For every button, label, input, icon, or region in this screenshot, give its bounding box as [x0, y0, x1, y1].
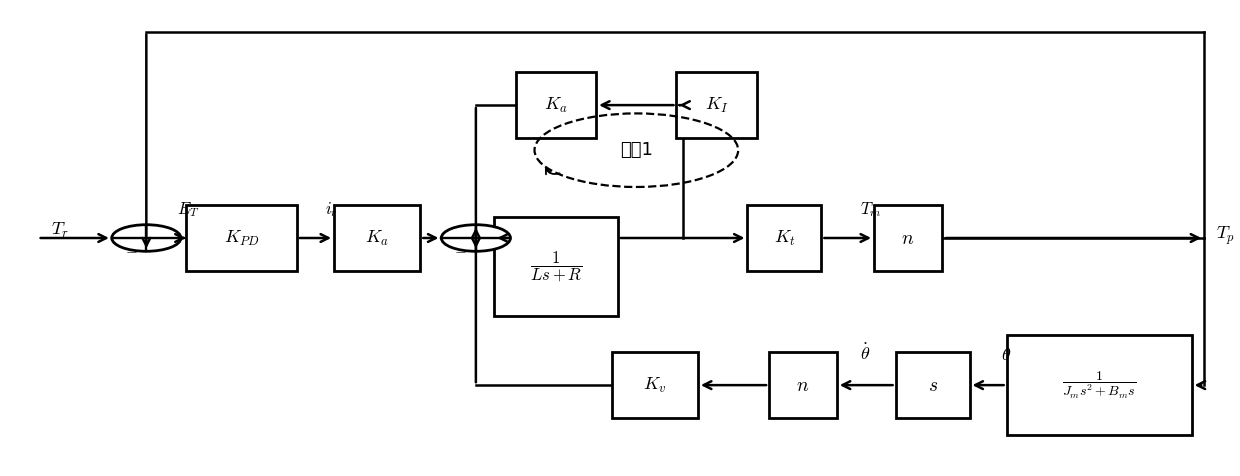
Text: $T_m$: $T_m$ [861, 200, 882, 219]
Text: $n$: $n$ [901, 228, 914, 248]
Text: $K_a$: $K_a$ [544, 96, 568, 115]
Text: 闭环1: 闭环1 [620, 141, 652, 159]
Text: $-$: $-$ [454, 242, 466, 257]
Text: $E_T$: $E_T$ [177, 200, 200, 219]
FancyBboxPatch shape [1007, 335, 1192, 435]
Text: $\theta$: $\theta$ [1002, 346, 1012, 364]
Text: $i_r$: $i_r$ [325, 200, 337, 219]
Text: $K_{PD}$: $K_{PD}$ [223, 228, 259, 248]
Text: $\dfrac{1}{J_m s^2+B_m s}$: $\dfrac{1}{J_m s^2+B_m s}$ [1061, 369, 1136, 401]
Text: $\dot{\theta}$: $\dot{\theta}$ [859, 344, 869, 364]
FancyBboxPatch shape [895, 352, 970, 418]
Text: $T_r$: $T_r$ [51, 221, 69, 240]
Text: $s$: $s$ [928, 376, 937, 395]
Text: $-$: $-$ [125, 242, 138, 257]
FancyBboxPatch shape [769, 352, 837, 418]
FancyBboxPatch shape [611, 352, 698, 418]
FancyBboxPatch shape [334, 205, 420, 271]
Text: $K_a$: $K_a$ [366, 228, 389, 248]
Text: $\dfrac{1}{Ls+R}$: $\dfrac{1}{Ls+R}$ [529, 249, 583, 283]
FancyBboxPatch shape [495, 217, 618, 317]
Text: $K_I$: $K_I$ [704, 96, 728, 115]
FancyBboxPatch shape [874, 205, 942, 271]
Text: $n$: $n$ [796, 376, 810, 395]
FancyBboxPatch shape [186, 205, 296, 271]
FancyBboxPatch shape [677, 72, 756, 139]
Text: $K_v$: $K_v$ [644, 376, 666, 395]
FancyBboxPatch shape [748, 205, 821, 271]
Text: $T_p$: $T_p$ [1216, 225, 1235, 247]
FancyBboxPatch shape [516, 72, 596, 139]
Circle shape [112, 225, 181, 251]
Circle shape [441, 225, 511, 251]
Text: $K_t$: $K_t$ [774, 228, 795, 248]
